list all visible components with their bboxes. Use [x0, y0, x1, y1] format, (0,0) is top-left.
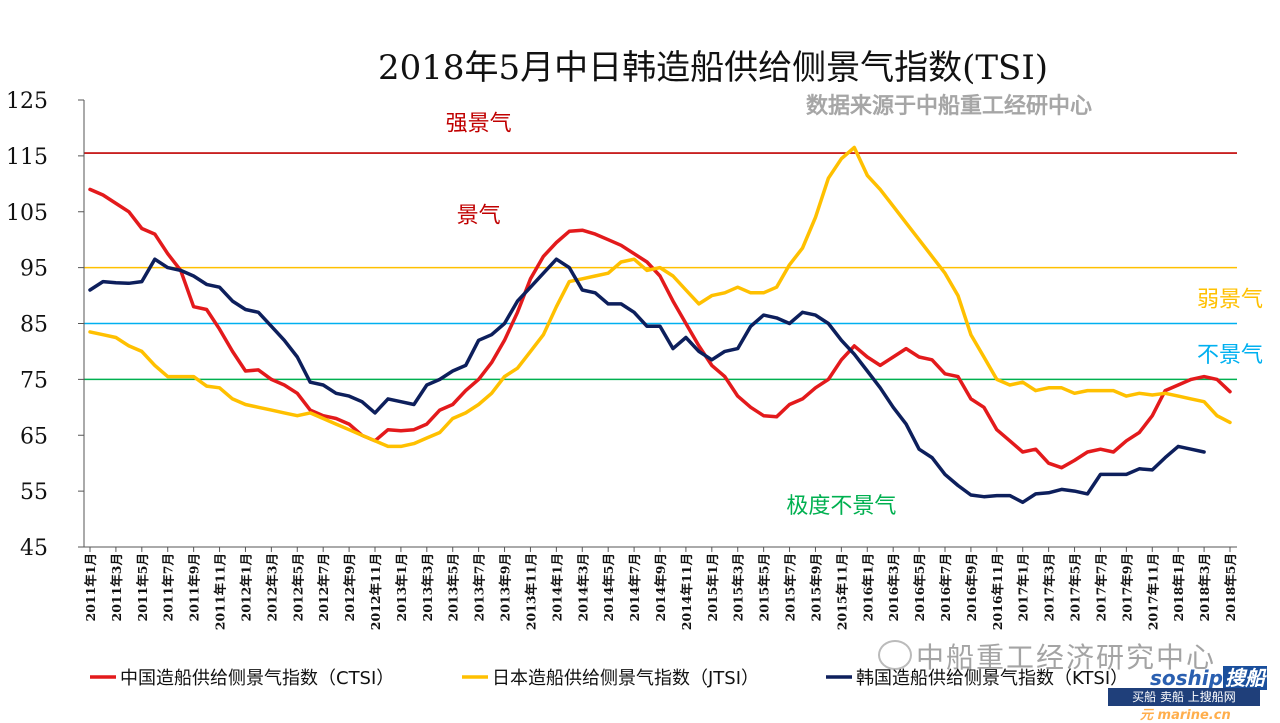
- legend-label: 中国造船供给侧景气指数（CTSI）: [120, 668, 394, 689]
- legend-label: 韩国造船供给侧景气指数（KTSI）: [856, 668, 1128, 689]
- series-lines: [88, 145, 1232, 505]
- source-note: 数据来源于中船重工经研中心: [806, 94, 1093, 119]
- x-tick-label: 2016年3月: [886, 553, 901, 622]
- threshold-lines: [84, 152, 1237, 381]
- x-tick-label: 2017年5月: [1068, 553, 1083, 622]
- x-tick-label: 2014年11月: [679, 553, 694, 630]
- x-tick-label: 2011年1月: [83, 553, 98, 622]
- watermark-brand: soship 搜船: [1150, 662, 1267, 691]
- zone-label: 景气: [457, 204, 501, 229]
- y-tick-label: 45: [20, 536, 48, 561]
- watermark-brand-cn: 搜船: [1222, 666, 1267, 690]
- x-tick-label: 2011年7月: [161, 553, 176, 622]
- zone-label: 弱景气: [1197, 287, 1263, 312]
- axes: 45 55 65 75 85 95 105 115 125 2011年1月 2011年3月 2011年…: [6, 89, 1238, 630]
- x-tick-label: 2015年9月: [808, 553, 823, 622]
- zone-label: 不景气: [1197, 343, 1263, 368]
- x-tick-label: 2012年11月: [368, 553, 383, 630]
- x-tick-label: 2016年11月: [990, 553, 1005, 630]
- x-tick-label: 2013年7月: [472, 553, 487, 622]
- x-tick-label: 2011年11月: [213, 553, 228, 630]
- x-tick-label: 2013年9月: [498, 553, 513, 622]
- x-tick-label: 2012年7月: [316, 553, 331, 622]
- x-tick-label: 2017年7月: [1093, 553, 1108, 622]
- x-tick-label: 2018年3月: [1197, 553, 1212, 622]
- series-line-0: [88, 187, 1232, 470]
- x-tick-label: 2016年1月: [860, 553, 875, 622]
- series-line-1: [88, 145, 1232, 449]
- watermark-banner: 买船 卖船 上搜船网: [1108, 688, 1260, 706]
- y-tick-label: 65: [20, 424, 48, 449]
- y-tick-label: 95: [20, 257, 48, 282]
- x-tick-label: 2015年7月: [783, 553, 798, 622]
- legend: 中国造船供给侧景气指数（CTSI） 日本造船供给侧景气指数（JTSI） 韩国造船供给…: [90, 668, 1128, 689]
- series-line-2: [88, 257, 1206, 505]
- x-tick-label: 2017年1月: [1016, 553, 1031, 622]
- x-tick-label: 2014年1月: [549, 553, 564, 622]
- watermark-site: 元 marine.cn: [1140, 704, 1231, 723]
- x-tick-label: 2014年7月: [627, 553, 642, 622]
- x-tick-label: 2013年3月: [420, 553, 435, 622]
- x-tick-label: 2012年1月: [238, 553, 253, 622]
- x-tick-label: 2012年3月: [264, 553, 279, 622]
- x-tick-label: 2012年9月: [342, 553, 357, 622]
- x-tick-label: 2015年3月: [731, 553, 746, 622]
- x-tick-label: 2011年9月: [187, 553, 202, 622]
- x-tick-label: 2016年7月: [938, 553, 953, 622]
- x-tick-label: 2016年5月: [912, 553, 927, 622]
- x-tick-label: 2017年3月: [1042, 553, 1057, 622]
- x-tick-label: 2015年11月: [834, 553, 849, 630]
- x-tick-label: 2012年5月: [290, 553, 305, 622]
- zone-label: 强景气: [446, 111, 512, 136]
- watermark-site-prefix: 元: [1140, 708, 1154, 723]
- y-tick-label: 85: [20, 313, 48, 338]
- watermark-site-name: marine.cn: [1157, 708, 1231, 723]
- x-tick-label: 2013年11月: [523, 553, 538, 630]
- x-tick-label: 2013年5月: [446, 553, 461, 622]
- chart-title: 2018年5月中日韩造船供给侧景气指数(TSI): [377, 48, 1049, 88]
- x-tick-label: 2015年1月: [705, 553, 720, 622]
- x-tick-label: 2015年5月: [757, 553, 772, 622]
- x-tick-label: 2018年1月: [1171, 553, 1186, 622]
- watermark-wechat-icon: [878, 640, 912, 670]
- x-tick-label: 2014年9月: [653, 553, 668, 622]
- x-tick-label: 2014年5月: [601, 553, 616, 622]
- y-tick-label: 55: [20, 480, 48, 505]
- x-tick-label: 2014年3月: [575, 553, 590, 622]
- y-tick-label: 105: [6, 201, 48, 226]
- x-tick-label: 2018年5月: [1223, 553, 1238, 622]
- x-tick-label: 2017年9月: [1119, 553, 1134, 622]
- legend-label: 日本造船供给侧景气指数（JTSI）: [492, 668, 759, 689]
- x-tick-label: 2017年11月: [1145, 553, 1160, 630]
- y-tick-label: 125: [6, 89, 48, 114]
- watermark-brand-en: soship: [1150, 666, 1223, 690]
- x-tick-label: 2013年1月: [394, 553, 409, 622]
- x-tick-label: 2016年9月: [964, 553, 979, 622]
- y-tick-label: 115: [6, 145, 48, 170]
- watermark-text: 中船重工经济研究中心: [916, 641, 1217, 674]
- y-tick-label: 75: [20, 368, 48, 393]
- zone-label: 极度不景气: [786, 494, 896, 519]
- x-tick-label: 2011年5月: [135, 553, 150, 622]
- x-tick-label: 2011年3月: [109, 553, 124, 622]
